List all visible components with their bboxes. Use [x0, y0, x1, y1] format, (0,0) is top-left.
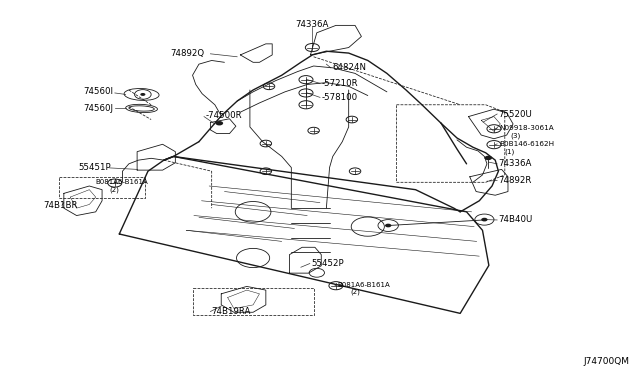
Text: 74892R: 74892R — [499, 176, 532, 185]
Text: 74B1BR: 74B1BR — [43, 201, 77, 210]
Text: 74892Q: 74892Q — [170, 49, 204, 58]
Circle shape — [385, 224, 392, 227]
Text: -74500R: -74500R — [205, 111, 242, 121]
Text: B081A6-B161A: B081A6-B161A — [96, 179, 148, 185]
Text: -57210R: -57210R — [322, 79, 358, 88]
Text: 55452P: 55452P — [312, 259, 344, 268]
Text: B0B146-6162H: B0B146-6162H — [500, 141, 555, 147]
Text: B081A6-B161A: B081A6-B161A — [338, 282, 390, 288]
Text: 74336A: 74336A — [499, 159, 532, 169]
Text: (1): (1) — [505, 148, 515, 155]
Circle shape — [140, 93, 145, 96]
Text: N09918-3061A: N09918-3061A — [500, 125, 554, 131]
Text: (3): (3) — [510, 132, 520, 139]
Text: 75520U: 75520U — [499, 109, 532, 119]
Text: 74560J: 74560J — [83, 104, 113, 113]
Circle shape — [481, 218, 488, 221]
Circle shape — [216, 121, 223, 125]
Text: (2): (2) — [109, 186, 120, 193]
Text: 74336A: 74336A — [296, 20, 329, 29]
Text: 64824N: 64824N — [333, 62, 367, 72]
Text: J74700QM: J74700QM — [583, 357, 629, 366]
Text: 74B19RA: 74B19RA — [212, 307, 251, 316]
Text: 74560I: 74560I — [83, 87, 113, 96]
Text: (2): (2) — [351, 289, 360, 295]
Text: 55451P: 55451P — [78, 163, 111, 172]
Text: 74B40U: 74B40U — [499, 215, 532, 224]
Circle shape — [484, 156, 492, 160]
Text: -578100: -578100 — [322, 93, 358, 102]
